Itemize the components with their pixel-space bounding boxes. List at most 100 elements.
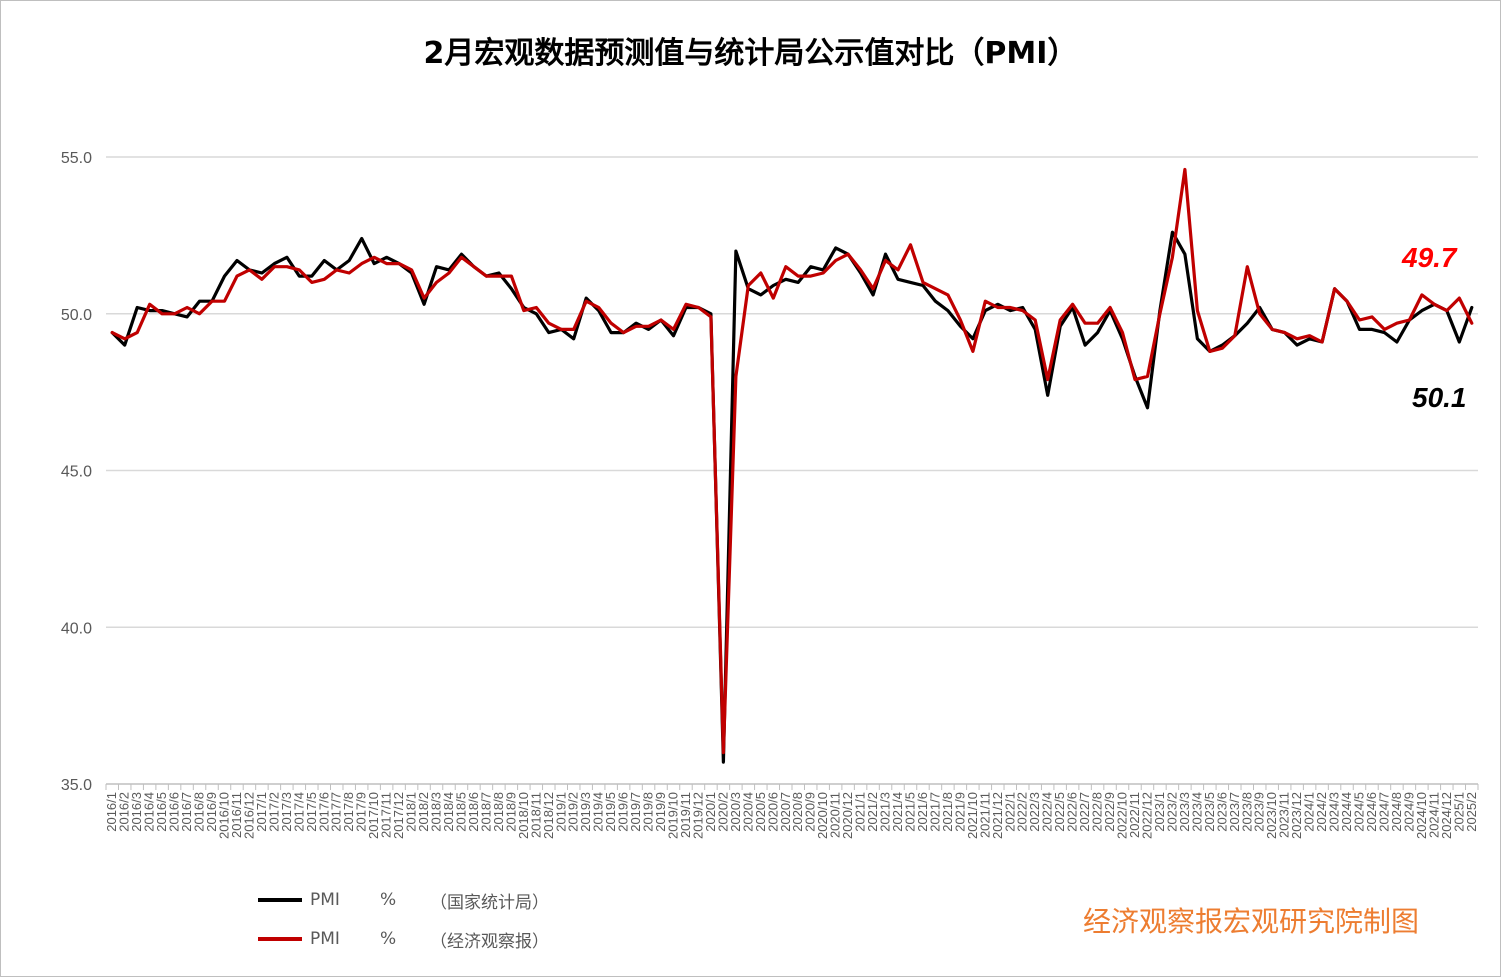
x-tick-label: 2016/10: [216, 792, 231, 839]
x-tick-label: 2016/3: [129, 792, 144, 832]
x-tick-label: 2019/9: [653, 792, 668, 832]
x-tick-label: 2020/3: [728, 792, 743, 832]
x-tick-label: 2018/11: [528, 792, 543, 838]
annotation-nbs-latest: 50.1: [1412, 382, 1467, 413]
x-tick-label: 2016/8: [192, 792, 207, 832]
x-tick-label: 2020/2: [715, 792, 730, 832]
x-tick-label: 2021/11: [977, 792, 992, 838]
x-tick-label: 2016/9: [204, 792, 219, 832]
legend-source: （国家统计局）: [430, 892, 549, 913]
x-tick-label: 2019/8: [641, 792, 656, 832]
x-tick-label: 2018/8: [491, 792, 506, 832]
x-tick-label: 2019/3: [578, 792, 593, 832]
x-tick-label: 2018/6: [466, 792, 481, 832]
x-tick-label: 2024/11: [1426, 792, 1441, 838]
x-tick-label: 2023/12: [1289, 792, 1304, 839]
x-tick-label: 2016/5: [154, 792, 169, 832]
x-tick-label: 2020/12: [840, 792, 855, 839]
x-tick-label: 2019/11: [678, 792, 693, 838]
x-tick-label: 2021/9: [952, 792, 967, 832]
x-tick-label: 2019/5: [603, 792, 618, 832]
x-tick-label: 2024/3: [1327, 792, 1342, 832]
x-tick-label: 2023/6: [1214, 792, 1229, 832]
x-tick-label: 2019/1: [553, 792, 568, 832]
x-tick-label: 2018/9: [503, 792, 518, 832]
x-tick-label: 2020/5: [753, 792, 768, 832]
legend-unit: %: [380, 929, 397, 949]
series-line-nbs: [110, 230, 1474, 764]
x-tick-label: 2020/4: [740, 792, 755, 832]
x-tick-label: 2024/7: [1376, 792, 1391, 832]
x-tick-label: 2020/6: [765, 792, 780, 832]
y-tick-label: 40.0: [61, 620, 92, 637]
x-tick-label: 2024/5: [1352, 792, 1367, 832]
x-tick-label: 2016/1: [104, 792, 119, 832]
x-tick-label: 2017/4: [291, 792, 306, 832]
x-tick-label: 2017/11: [379, 792, 394, 838]
x-tick-label: 2021/4: [890, 792, 905, 832]
x-tick-label: 2021/7: [927, 792, 942, 832]
x-tick-label: 2020/7: [778, 792, 793, 832]
x-tick-label: 2016/6: [167, 792, 182, 832]
x-tick-label: 2019/6: [616, 792, 631, 832]
x-tick-label: 2017/2: [266, 792, 281, 832]
x-tick-label: 2019/10: [666, 792, 681, 839]
x-tick-label: 2019/2: [566, 792, 581, 832]
x-tick-label: 2019/7: [628, 792, 643, 832]
x-tick-label: 2023/10: [1264, 792, 1279, 839]
x-tick-label: 2017/5: [304, 792, 319, 832]
x-tick-label: 2018/7: [478, 792, 493, 832]
x-tick-label: 2023/2: [1164, 792, 1179, 832]
legend-item-eeo: PMI % （经济观察报）: [258, 927, 549, 952]
x-tick-label: 2023/9: [1252, 792, 1267, 832]
x-tick-label: 2018/3: [429, 792, 444, 832]
x-tick-label: 2023/1: [1152, 792, 1167, 832]
x-tick-label: 2024/6: [1364, 792, 1379, 832]
legend-source: （经济观察报）: [430, 931, 549, 952]
x-tick-label: 2020/9: [803, 792, 818, 832]
x-tick-label: 2018/12: [541, 792, 556, 839]
x-tick-label: 2017/10: [366, 792, 381, 839]
chart-title: 2月宏观数据预测值与统计局公示值对比（PMI）: [423, 36, 1078, 71]
x-tick-label: 2021/1: [853, 792, 868, 832]
x-tick-label: 2021/10: [965, 792, 980, 839]
x-tick-label: 2016/4: [142, 792, 157, 832]
x-tick-label: 2021/12: [990, 792, 1005, 839]
x-tick-label: 2024/12: [1439, 792, 1454, 839]
x-tick-label: 2021/3: [878, 792, 893, 832]
y-tick-label: 55.0: [61, 150, 92, 167]
x-tick-label: 2020/11: [828, 792, 843, 838]
x-tick-label: 2025/2: [1464, 792, 1479, 832]
gridlines: [106, 156, 1478, 628]
x-tick-label: 2020/8: [790, 792, 805, 832]
x-tick-label: 2022/6: [1065, 792, 1080, 832]
x-tick-label: 2024/4: [1339, 792, 1354, 832]
x-tick-label: 2022/10: [1115, 792, 1130, 839]
x-tick-label: 2022/9: [1102, 792, 1117, 832]
x-tick-label: 2023/7: [1227, 792, 1242, 832]
x-tick-label: 2023/8: [1239, 792, 1254, 832]
legend-unit: %: [380, 890, 397, 910]
annotation-eeo-latest: 49.7: [1402, 242, 1457, 273]
x-tick-label: 2016/7: [179, 792, 194, 832]
x-tick-label: 2018/1: [404, 792, 419, 832]
y-tick-label: 35.0: [61, 777, 92, 794]
legend-swatch-black: [258, 898, 302, 902]
x-tick-label: 2017/1: [254, 792, 269, 832]
x-tick-label: 2020/1: [703, 792, 718, 832]
y-tick-label: 45.0: [61, 464, 92, 481]
x-tick-label: 2022/4: [1040, 792, 1055, 832]
legend-item-nbs: PMI % （国家统计局）: [258, 888, 549, 913]
x-tick-label: 2018/2: [416, 792, 431, 832]
x-tick-label: 2019/12: [690, 792, 705, 839]
x-tick-label: 2018/10: [516, 792, 531, 839]
legend-label: PMI: [310, 890, 340, 910]
x-tick-label: 2021/2: [865, 792, 880, 832]
x-tick-label: 2017/9: [354, 792, 369, 832]
x-tick-label: 2022/2: [1015, 792, 1030, 832]
x-tick-label: 2021/8: [940, 792, 955, 832]
x-tick-label: 2023/3: [1177, 792, 1192, 832]
x-axis: 2016/12016/22016/32016/42016/52016/62016…: [104, 783, 1479, 839]
watermark: 经济观察报宏观研究院制图: [1083, 905, 1420, 938]
